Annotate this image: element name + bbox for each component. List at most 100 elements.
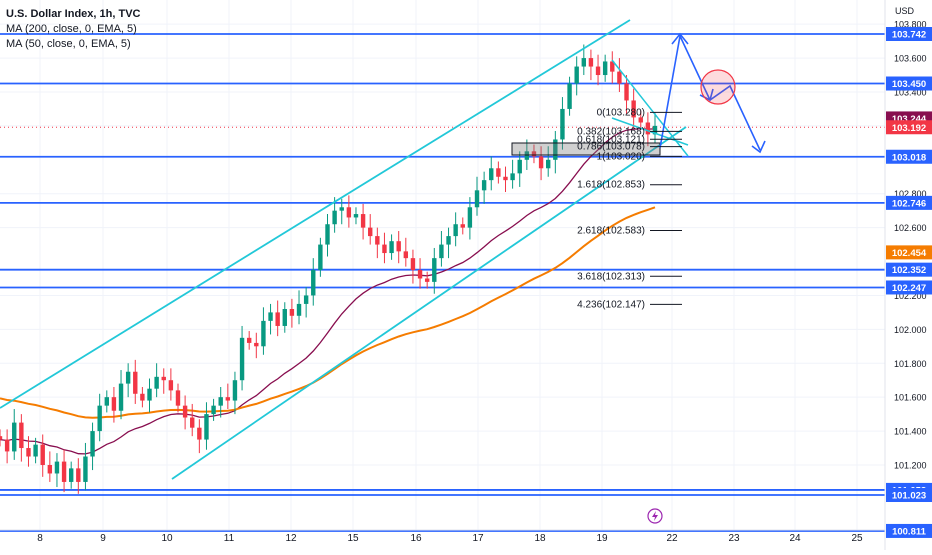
price-scale-value: 103.742: [892, 30, 926, 41]
drawings: [0, 19, 766, 480]
candle-body: [503, 176, 508, 181]
y-tick-label: 102.800: [894, 189, 927, 199]
candle-body: [289, 309, 295, 316]
ma200-line: [0, 206, 656, 419]
x-tick-label: 22: [666, 533, 678, 544]
candle-body: [140, 393, 145, 401]
candle-body: [403, 251, 409, 259]
y-tick-label: 102.000: [894, 325, 927, 335]
candle-body: [246, 337, 252, 343]
candle-body: [446, 236, 451, 245]
candle-body: [375, 236, 380, 245]
candle-body: [161, 376, 166, 381]
candle-body: [517, 159, 522, 174]
price-scale-tag: [886, 262, 932, 277]
price-scale-tag: [886, 76, 932, 91]
candle-body: [538, 156, 544, 169]
price-scale-value: 103.450: [892, 79, 926, 90]
candle-body: [175, 390, 181, 406]
y-tick-label: 103.400: [894, 87, 927, 97]
candle-body: [410, 258, 416, 271]
candle-body: [610, 61, 615, 72]
candle-body: [531, 151, 537, 157]
candle-body: [182, 405, 188, 418]
y-tick-label: 103.600: [894, 54, 927, 64]
candle-body: [474, 190, 480, 208]
arrow-final-head: [751, 140, 766, 154]
y-tick-label: 103.800: [894, 20, 927, 30]
x-tick-label: 10: [161, 533, 173, 544]
symbol-title: U.S. Dollar Index, 1h, TVC: [6, 8, 141, 20]
fib-level-label: 0.382(103.168): [577, 126, 645, 137]
ma50-legend: MA (50, close, 0, EMA, 5): [6, 38, 131, 50]
price-scale-value: 101.023: [892, 491, 926, 502]
fib-level-label: 0(103.280): [597, 107, 645, 118]
lightning-glyph: [652, 511, 658, 521]
candle-body: [76, 468, 81, 482]
candle-body: [0, 436, 3, 440]
candle-body: [432, 258, 437, 282]
candle-body: [197, 427, 202, 440]
candle-body: [282, 309, 287, 326]
candle-body: [332, 210, 337, 225]
candle-body: [574, 66, 579, 84]
candle-body: [481, 180, 487, 191]
support-resistance-levels: [0, 33, 885, 532]
candle-body: [133, 371, 138, 394]
candle-body: [389, 241, 394, 254]
candle-body: [631, 100, 636, 118]
price-scale-tag: [886, 149, 932, 164]
candle-body: [118, 383, 124, 411]
candle-body: [417, 270, 423, 279]
candle-body: [489, 168, 494, 181]
candle-body: [261, 320, 266, 347]
candle-body: [510, 173, 515, 181]
candle-body: [232, 380, 238, 401]
candle-body: [296, 303, 302, 316]
candle-body: [268, 312, 273, 321]
candle-body: [353, 214, 359, 218]
price-scale-tag: [886, 120, 932, 135]
candle-body: [239, 337, 245, 381]
candle-body: [12, 422, 17, 452]
price-scale-value: 102.247: [892, 283, 926, 294]
candle-body: [467, 207, 473, 228]
x-tick-label: 9: [100, 533, 106, 544]
candle-body: [588, 58, 594, 67]
x-tick-label: 16: [410, 533, 422, 544]
candle-body: [104, 397, 109, 406]
price-scale-value: 103.244: [892, 114, 927, 125]
candle-body: [61, 461, 67, 482]
y-tick-label: 102.600: [894, 223, 927, 233]
price-scale-value: 102.746: [892, 198, 926, 209]
fib-level-label: 4.236(102.147): [577, 299, 645, 310]
fibonacci-extension: 0(103.280) 0.382(103.168)0.618(103.121)0.…: [577, 107, 682, 310]
arrow-up-head: [671, 32, 689, 45]
candle-body: [617, 71, 622, 84]
candle-body: [4, 439, 10, 452]
moving-averages: [0, 128, 656, 455]
price-scale-value: 102.352: [892, 265, 926, 276]
candle-body: [581, 58, 587, 67]
fib-level-label: 0.618(103.121): [577, 134, 645, 145]
candle-body: [496, 168, 501, 177]
fib-level-label: 2.618(102.583): [577, 226, 645, 237]
candle-body: [211, 405, 216, 415]
y-tick-label: 101.200: [894, 460, 927, 470]
candle-body: [311, 270, 316, 296]
candle-body: [218, 397, 223, 406]
channel-upper-line: [0, 19, 631, 409]
candle-body: [40, 444, 45, 465]
consolidation-box: [511, 142, 661, 156]
candle-body: [47, 464, 53, 474]
candle-body: [560, 108, 565, 140]
candle-body: [553, 139, 558, 160]
y-tick-label: 101.400: [894, 427, 927, 437]
price-scale-tag: [886, 280, 932, 295]
price-scale-value: 100.811: [892, 526, 927, 537]
candle-body: [83, 456, 88, 482]
candle-body: [33, 444, 38, 457]
